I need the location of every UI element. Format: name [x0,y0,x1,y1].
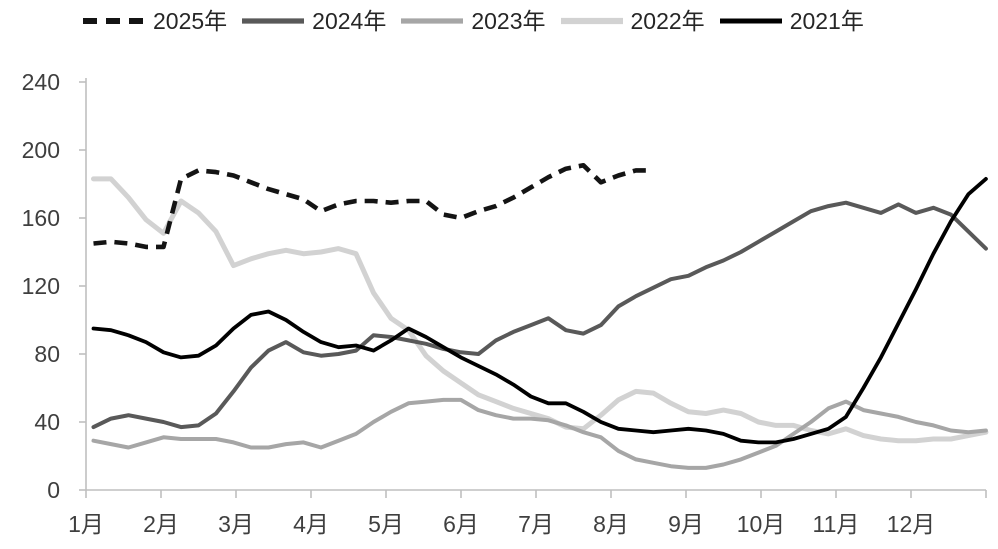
legend-item-2023: 2023年 [400,7,546,34]
y-tick-label: 240 [22,69,60,95]
x-month-label: 11月 [813,511,860,537]
legend-label: 2022年 [630,7,705,34]
y-tick-label: 160 [22,205,60,231]
legend-label: 2023年 [471,7,546,34]
series-line-2023 [91,397,988,470]
legend-item-2022: 2022年 [560,7,705,34]
x-month-label: 7月 [518,511,554,537]
x-month-label: 9月 [668,511,704,537]
chart-legend: 2025年 2024年 2023年 2022年 2021年 [82,4,878,38]
x-month-label: 2月 [143,511,179,537]
series-line-2021 [91,176,988,445]
y-tick-label: 120 [22,273,60,299]
legend-sample-line [560,17,623,25]
series-line-2025 [93,163,654,250]
legend-sample-line [242,18,305,24]
x-month-label: 4月 [293,511,329,537]
legend-sample-line [719,18,782,24]
legend-label: 2024年 [312,7,387,34]
series-line-2024 [91,200,988,430]
x-month-label: 1月 [68,511,104,537]
y-tick-label: 200 [22,137,60,163]
legend-sample-line [401,18,464,24]
x-month-label: 5月 [368,511,404,537]
y-tick-label: 80 [34,341,60,367]
x-month-label: 10月 [737,511,786,537]
x-month-label: 6月 [443,511,479,537]
legend-sample-dashed-line [83,18,145,24]
y-tick-label: 40 [34,409,60,435]
legend-item-2024: 2024年 [241,7,387,34]
legend-label: 2021年 [789,7,864,34]
legend-label: 2025年 [153,7,228,34]
legend-item-2025: 2025年 [82,7,228,34]
x-month-label: 8月 [593,511,629,537]
y-tick-label: 0 [47,477,60,503]
legend-item-2021: 2021年 [719,7,864,34]
x-month-label: 12月 [887,511,936,537]
series-line-2022 [91,176,989,444]
x-month-label: 3月 [218,511,254,537]
